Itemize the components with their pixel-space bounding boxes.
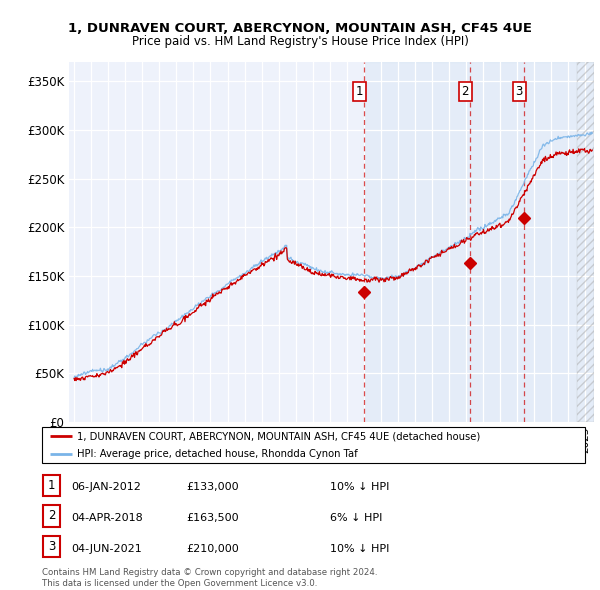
Text: 3: 3 [48, 540, 55, 553]
Text: 1: 1 [48, 479, 55, 492]
Text: £163,500: £163,500 [186, 513, 239, 523]
Text: 1, DUNRAVEN COURT, ABERCYNON, MOUNTAIN ASH, CF45 4UE (detached house): 1, DUNRAVEN COURT, ABERCYNON, MOUNTAIN A… [77, 431, 481, 441]
Text: 1, DUNRAVEN COURT, ABERCYNON, MOUNTAIN ASH, CF45 4UE: 1, DUNRAVEN COURT, ABERCYNON, MOUNTAIN A… [68, 22, 532, 35]
Text: 1: 1 [356, 84, 363, 97]
Text: 3: 3 [515, 84, 523, 97]
FancyBboxPatch shape [43, 536, 60, 558]
Text: £210,000: £210,000 [186, 544, 239, 554]
Bar [577, 62, 594, 422]
Text: 6% ↓ HPI: 6% ↓ HPI [330, 513, 382, 523]
FancyBboxPatch shape [43, 474, 60, 496]
FancyBboxPatch shape [42, 427, 585, 463]
Text: 04-APR-2018: 04-APR-2018 [71, 513, 143, 523]
FancyBboxPatch shape [43, 505, 60, 527]
Text: 2: 2 [48, 510, 55, 523]
Text: 06-JAN-2012: 06-JAN-2012 [71, 483, 140, 493]
Text: £133,000: £133,000 [186, 483, 239, 493]
Text: HPI: Average price, detached house, Rhondda Cynon Taf: HPI: Average price, detached house, Rhon… [77, 449, 358, 459]
Text: Contains HM Land Registry data © Crown copyright and database right 2024.
This d: Contains HM Land Registry data © Crown c… [42, 568, 377, 588]
Text: Price paid vs. HM Land Registry's House Price Index (HPI): Price paid vs. HM Land Registry's House … [131, 35, 469, 48]
Text: 2: 2 [461, 84, 469, 97]
Text: 10% ↓ HPI: 10% ↓ HPI [330, 483, 389, 493]
Text: 04-JUN-2021: 04-JUN-2021 [71, 544, 142, 554]
Text: 10% ↓ HPI: 10% ↓ HPI [330, 544, 389, 554]
Bar [577, 62, 594, 422]
Bar [364, 62, 594, 422]
